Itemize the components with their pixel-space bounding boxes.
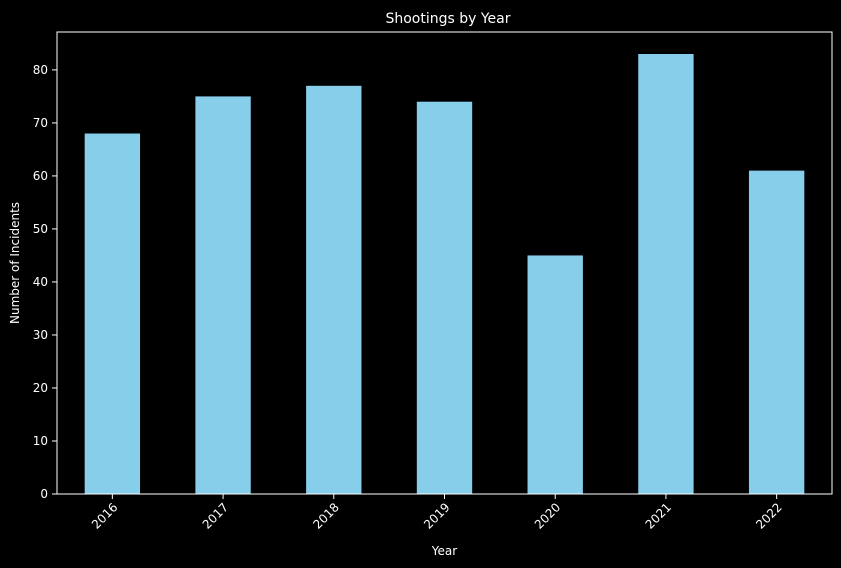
x-tick-label-2021: 2021 — [643, 500, 674, 531]
y-tick-label: 30 — [33, 328, 48, 342]
y-tick-label: 20 — [33, 381, 48, 395]
x-axis-ticks: 2016 2017 2018 2019 2020 2021 2022 — [89, 494, 785, 532]
bar-2022 — [748, 170, 805, 494]
bar-2017 — [195, 96, 251, 494]
x-tick-label-2018: 2018 — [310, 500, 341, 531]
axes-frame — [56, 31, 833, 495]
y-tick-label: 40 — [33, 275, 48, 289]
x-tick-label-2016: 2016 — [89, 500, 120, 531]
chart-title: Shootings by Year — [385, 11, 510, 27]
y-axis-label: Number of Incidents — [8, 202, 22, 324]
y-tick-label: 0 — [40, 487, 48, 501]
y-axis-ticks: 0 10 20 30 40 50 60 70 80 — [33, 63, 57, 501]
x-tick-label-2022: 2022 — [753, 500, 784, 531]
bar-2019 — [416, 101, 473, 494]
x-tick-label-2019: 2019 — [421, 500, 452, 531]
y-tick-label: 10 — [33, 434, 48, 448]
y-tick-label: 80 — [33, 63, 48, 77]
x-axis-label: Year — [431, 544, 457, 558]
bar-2016 — [84, 133, 141, 494]
bars-group — [84, 54, 805, 495]
y-tick-label: 70 — [33, 116, 48, 130]
y-tick-label: 60 — [33, 169, 48, 183]
bar-2018 — [306, 85, 362, 495]
x-tick-label-2020: 2020 — [532, 500, 563, 531]
x-tick-label-2017: 2017 — [200, 500, 231, 531]
y-tick-label: 50 — [33, 222, 48, 236]
bar-2021 — [638, 54, 694, 494]
bar-2020 — [527, 255, 583, 494]
